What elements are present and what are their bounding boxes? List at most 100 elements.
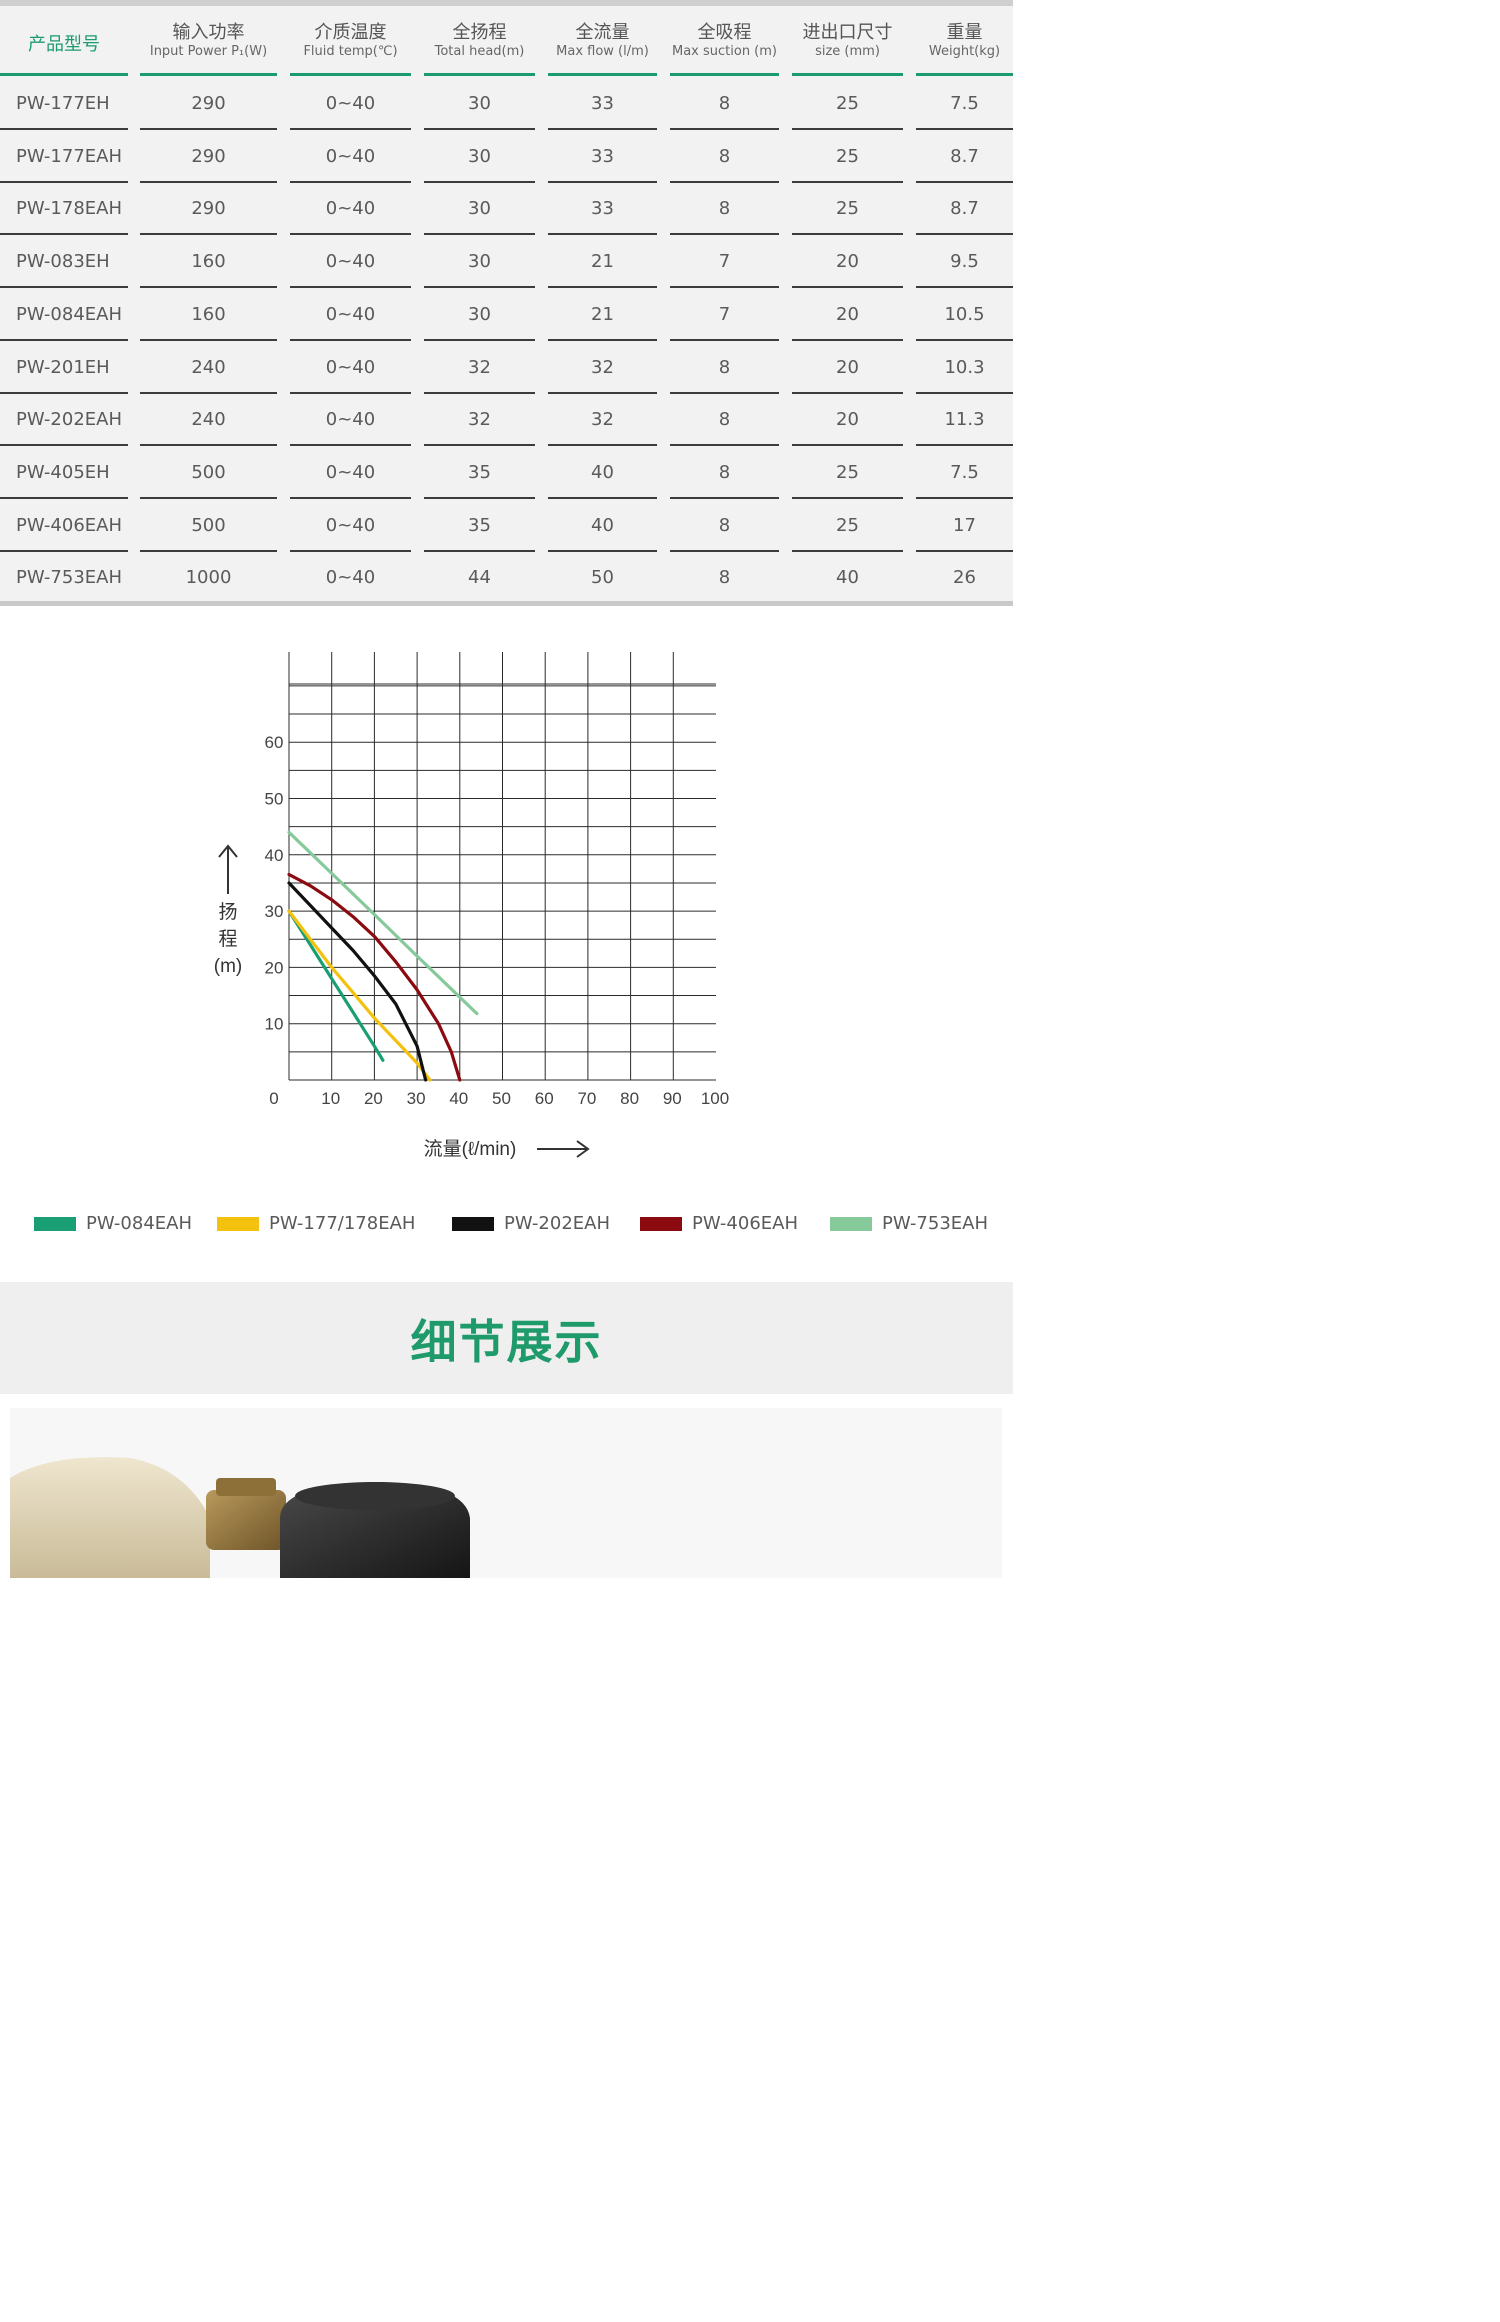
table-cell: 10.3 bbox=[944, 356, 985, 378]
table-cell: 290 bbox=[191, 93, 226, 114]
y-tick-label: 20 bbox=[265, 958, 284, 977]
header-underline bbox=[140, 73, 277, 76]
section-header-band bbox=[0, 1282, 1013, 1394]
y-tick-label: 30 bbox=[265, 902, 284, 921]
column-header: 输入功率 Input Power P₁(W) bbox=[140, 22, 277, 60]
row-divider bbox=[792, 233, 903, 236]
row-divider bbox=[0, 233, 128, 236]
row-divider bbox=[548, 549, 657, 552]
row-divider bbox=[424, 496, 535, 499]
column-header: 重量 Weight(kg) bbox=[916, 22, 1013, 60]
table-cell: 7.5 bbox=[950, 93, 979, 114]
table-cell: 30 bbox=[468, 93, 491, 114]
column-header-en: Total head(m) bbox=[434, 44, 525, 59]
row-divider bbox=[290, 233, 411, 236]
table-cell: 8 bbox=[718, 145, 731, 167]
x-axis-label: 流量(ℓ/min) bbox=[424, 1138, 590, 1160]
series-line-pw-202eah bbox=[287, 881, 428, 1082]
table-cell: 35 bbox=[468, 461, 491, 483]
table-cell: 8 bbox=[718, 198, 731, 220]
legend-label: PW-202EAH bbox=[504, 1213, 610, 1234]
spec-table: 产品型号 输入功率 Input Power P₁(W) 介质温度 Fluid temp(… bbox=[0, 0, 1013, 606]
column-header: 全扬程 Total head(m) bbox=[424, 22, 535, 60]
table-cell: 500 bbox=[191, 514, 226, 536]
column-header-en: Input Power P₁(W) bbox=[149, 44, 268, 59]
performance-chart: 0 10 20 30 40 50 60 70 80 90 100 10 20 30 40 50 60 扬 程 (… bbox=[214, 652, 730, 1160]
row-divider bbox=[140, 128, 277, 130]
x-tick-label: 100 bbox=[701, 1089, 729, 1108]
row-divider bbox=[916, 128, 1013, 130]
table-cell: 25 bbox=[836, 93, 859, 114]
row-divider bbox=[792, 180, 903, 183]
model-cell: PW-177EAH bbox=[16, 145, 122, 167]
table-cell: 0~40 bbox=[325, 251, 376, 273]
table-cell: 35 bbox=[468, 514, 491, 536]
table-cell: 20 bbox=[836, 251, 859, 273]
legend-swatch bbox=[452, 1217, 494, 1231]
row-divider bbox=[670, 549, 779, 552]
row-divider bbox=[140, 496, 277, 499]
table-cell: 25 bbox=[836, 461, 859, 483]
row-divider bbox=[0, 549, 128, 552]
row-divider bbox=[140, 444, 277, 447]
table-cell: 30 bbox=[468, 198, 491, 220]
x-tick-label: 0 bbox=[269, 1089, 278, 1108]
row-divider bbox=[290, 444, 411, 447]
row-divider bbox=[792, 496, 903, 499]
table-cell: 1000 bbox=[185, 567, 232, 589]
table-cell: 8 bbox=[718, 356, 731, 378]
x-tick-label: 30 bbox=[407, 1089, 426, 1108]
table-cell: 240 bbox=[191, 356, 226, 378]
table-cell: 40 bbox=[591, 514, 614, 536]
table-cell: 8.7 bbox=[950, 198, 979, 220]
table-cell: 33 bbox=[591, 145, 614, 167]
header-underline bbox=[792, 73, 903, 76]
column-header: 产品型号 bbox=[0, 22, 128, 68]
model-cell: PW-405EH bbox=[16, 461, 110, 483]
table-cell: 32 bbox=[468, 409, 491, 431]
model-cell: PW-084EAH bbox=[16, 303, 122, 325]
row-divider bbox=[916, 444, 1013, 447]
row-divider bbox=[548, 180, 657, 183]
table-cell: 33 bbox=[591, 93, 614, 114]
row-divider bbox=[424, 391, 535, 394]
row-divider bbox=[548, 496, 657, 499]
svg-text:扬: 扬 bbox=[218, 901, 237, 923]
legend-label: PW-753EAH bbox=[882, 1213, 988, 1234]
row-divider bbox=[792, 128, 903, 130]
row-divider bbox=[916, 549, 1013, 552]
table-cell: 0~40 bbox=[325, 303, 376, 325]
table-cell: 0~40 bbox=[325, 145, 376, 167]
header-underline bbox=[916, 73, 1013, 76]
legend-item: PW-177/178EAH bbox=[217, 1212, 415, 1236]
y-tick-label: 40 bbox=[265, 846, 284, 865]
row-divider bbox=[670, 444, 779, 447]
column-header-zh: 全吸程 bbox=[697, 22, 752, 43]
x-tick-label: 50 bbox=[492, 1089, 511, 1108]
table-cell: 21 bbox=[591, 303, 614, 325]
row-divider bbox=[670, 180, 779, 183]
row-divider bbox=[916, 180, 1013, 183]
chart-ticks: 0 10 20 30 40 50 60 70 80 90 100 10 20 30 40 50 60 bbox=[265, 733, 730, 1108]
table-cell: 290 bbox=[191, 198, 226, 220]
row-divider bbox=[0, 391, 128, 394]
table-cell: 25 bbox=[836, 198, 859, 220]
x-tick-label: 90 bbox=[663, 1089, 682, 1108]
row-divider bbox=[792, 444, 903, 447]
row-divider bbox=[290, 286, 411, 289]
row-divider bbox=[0, 444, 128, 447]
header-underline bbox=[424, 73, 535, 76]
section-title: 细节展示 bbox=[410, 1315, 603, 1369]
column-header-en: Max suction (m) bbox=[671, 44, 777, 59]
table-cell: 8 bbox=[718, 409, 731, 431]
table-cell: 25 bbox=[836, 145, 859, 167]
table-cell: 8 bbox=[718, 461, 731, 483]
row-divider bbox=[792, 338, 903, 341]
table-cell: 7 bbox=[718, 303, 731, 325]
row-divider bbox=[290, 128, 411, 130]
legend-swatch bbox=[830, 1217, 872, 1231]
table-cell: 9.5 bbox=[950, 251, 979, 273]
legend-swatch bbox=[640, 1217, 682, 1231]
row-divider bbox=[140, 338, 277, 341]
column-header-en: size (mm) bbox=[815, 44, 880, 59]
